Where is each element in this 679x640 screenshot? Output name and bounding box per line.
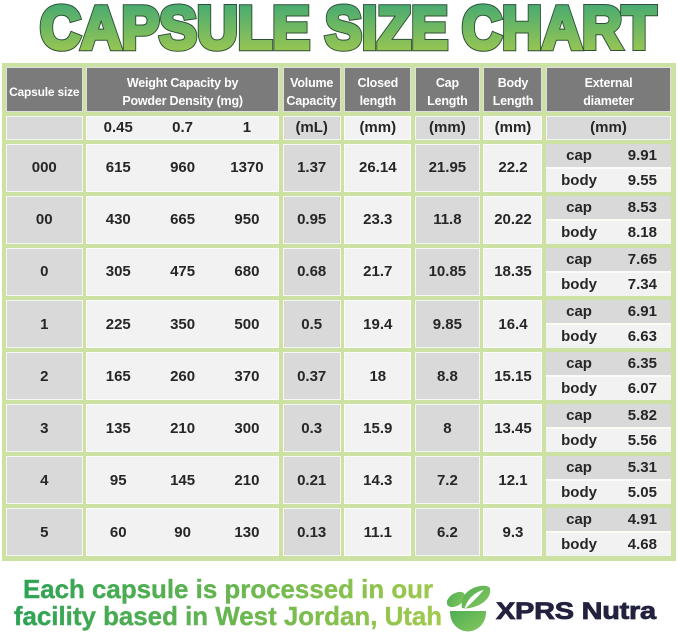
svg-text:CAPSULE: CAPSULE (40, 0, 310, 62)
svg-text:CHART: CHART (462, 0, 656, 62)
svg-text:SIZE: SIZE (325, 0, 448, 62)
svg-text:CAPSULE: CAPSULE (40, 0, 310, 62)
svg-text:CHART: CHART (462, 0, 656, 62)
svg-text:SIZE: SIZE (325, 0, 448, 62)
